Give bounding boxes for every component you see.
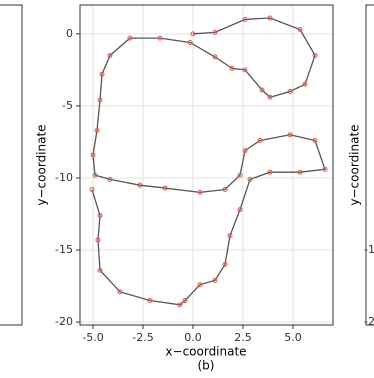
point: [162, 185, 168, 191]
point: [237, 207, 243, 213]
point: [237, 172, 243, 178]
y-tick-label: -10: [55, 171, 73, 184]
x-tick-label: -2.5: [132, 331, 153, 344]
point: [187, 39, 193, 45]
point: [99, 71, 105, 77]
x-tick-label: -5.0: [82, 331, 103, 344]
left-panel-edge: [0, 4, 23, 326]
point: [97, 212, 103, 218]
point: [267, 94, 273, 100]
y-tick-label: 0: [66, 27, 73, 40]
grid: [80, 5, 333, 325]
point: [322, 166, 328, 172]
right-panel-edge: [365, 4, 374, 326]
caption: (b): [198, 359, 215, 373]
point: [212, 277, 218, 283]
point: [107, 176, 113, 182]
point: [182, 297, 188, 303]
point: [247, 176, 253, 182]
point: [94, 127, 100, 133]
panel-border: [79, 4, 334, 326]
point: [267, 15, 273, 21]
x-tick-label: 0.0: [184, 331, 202, 344]
point: [117, 289, 123, 295]
point: [222, 261, 228, 267]
point: [242, 67, 248, 73]
point: [137, 182, 143, 188]
point: [92, 172, 98, 178]
point: [227, 233, 233, 239]
point: [177, 302, 183, 308]
point: [302, 81, 308, 87]
point: [89, 187, 95, 193]
right-y-label: y−coordinate: [348, 124, 362, 205]
point: [259, 87, 265, 93]
y-tick-label: -20: [55, 315, 73, 328]
point: [97, 97, 103, 103]
y-tick-label: -5: [62, 99, 73, 112]
point: [297, 169, 303, 175]
point: [157, 35, 163, 41]
point: [212, 29, 218, 35]
point: [212, 54, 218, 60]
point: [197, 282, 203, 288]
y-axis-label: y−coordinate: [35, 124, 49, 205]
x-axis-label: x−coordinate: [165, 345, 246, 359]
point: [312, 137, 318, 143]
point: [229, 65, 235, 71]
right-tick: -2: [364, 315, 374, 328]
plot: [89, 15, 328, 308]
point: [190, 31, 196, 37]
x-tick-label: 5.0: [284, 331, 302, 344]
x-tick-label: 2.5: [234, 331, 252, 344]
point: [97, 267, 103, 273]
point: [222, 187, 228, 193]
point: [267, 169, 273, 175]
point: [127, 35, 133, 41]
point: [297, 27, 303, 33]
point: [287, 88, 293, 94]
y-tick-label: -15: [55, 243, 73, 256]
point: [242, 16, 248, 22]
point: [95, 237, 101, 243]
point: [287, 132, 293, 138]
line: [91, 17, 326, 306]
point: [242, 148, 248, 154]
point: [90, 152, 96, 158]
point: [257, 137, 263, 143]
point: [197, 189, 203, 195]
point: [312, 52, 318, 58]
point: [147, 297, 153, 303]
point: [107, 52, 113, 58]
right-tick: -1: [364, 243, 374, 256]
